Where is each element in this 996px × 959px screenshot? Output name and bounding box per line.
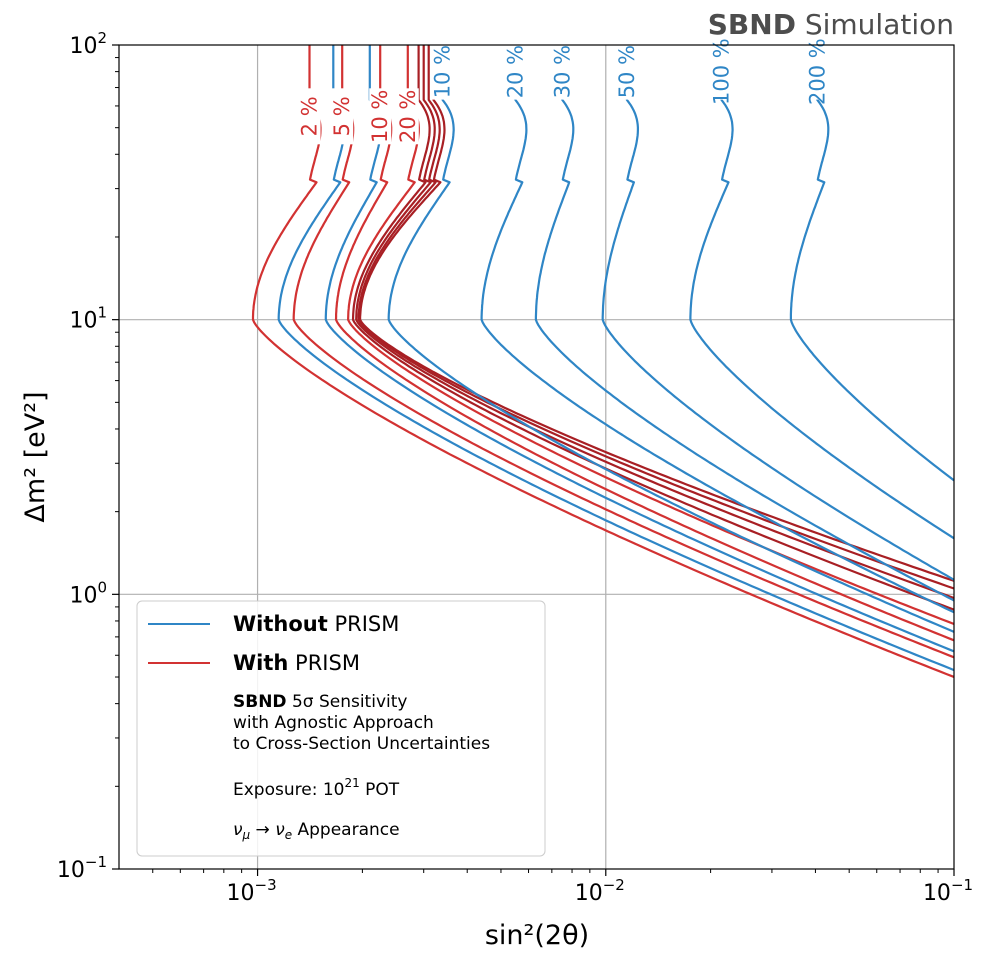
plot-frame (118, 44, 955, 870)
contour-label-gap (710, 43, 733, 100)
contour-line-11 (480, 45, 955, 614)
contour-line-10 (387, 45, 955, 633)
y-tick-label: 102 (69, 29, 107, 59)
legend-appearance: νμ → νe Appearance (233, 820, 400, 842)
contour-labels: 2 % 5 % 10 % 20 %10 % 20 % 30 % 50 % 100 % 200 % (298, 38, 829, 145)
title-rest: Simulation (796, 8, 954, 41)
contour-line-13 (601, 45, 955, 581)
contour-label-5: 20 % (396, 90, 420, 143)
legend-with-bold: With (233, 651, 288, 675)
y-tick-label: 100 (69, 578, 107, 608)
contour-line-8 (357, 45, 955, 590)
y-tick-base: 10 (57, 858, 85, 883)
contour-line-3 (324, 45, 955, 653)
title-bold: SBND (708, 8, 796, 41)
contour-label-gap (431, 43, 454, 100)
legend-without-bold: Without (233, 612, 328, 636)
legend-entry-without: Without PRISM (233, 612, 399, 636)
contour-line-1 (277, 45, 955, 672)
appearance-from-sub: μ (242, 828, 251, 842)
exposure-prefix: Exposure: 10 (233, 780, 344, 800)
y-tick-base: 10 (69, 34, 97, 59)
x-tick-exp: −1 (951, 876, 973, 894)
legend-box (136, 600, 546, 857)
chart-title: SBND Simulation (708, 8, 954, 41)
appearance-from: ν (233, 820, 243, 840)
legend-entry-with: With PRISM (233, 651, 360, 675)
legend-note-bold: SBND (233, 692, 287, 712)
exposure-suffix: POT (360, 780, 400, 800)
y-tick-base: 10 (69, 309, 97, 334)
contour-label-gap (396, 88, 419, 145)
contour-label-10: 10 % (431, 45, 455, 98)
contour-label-2: 5 % (330, 96, 354, 136)
y-axis-label: Δm² [eV²] (20, 391, 51, 522)
contour-line-7 (355, 45, 955, 600)
y-tick-exp: −1 (85, 853, 107, 871)
legend-note-line3: to Cross-Section Uncertainties (233, 734, 490, 754)
contour-line-12 (534, 45, 955, 602)
x-tick-exp: −2 (603, 876, 625, 894)
contour-label-gap (298, 88, 321, 145)
contour-label-11: 20 % (503, 45, 527, 98)
contour-label-13: 50 % (615, 45, 639, 98)
legend-note-line1: SBND 5σ Sensitivity (233, 692, 407, 712)
legend-note-rest: 5σ Sensitivity (287, 692, 408, 712)
contour-label-gap (369, 88, 392, 145)
contour-label-14: 100 % (710, 38, 734, 105)
x-tick-exp: −3 (255, 876, 277, 894)
contour-line-9 (359, 45, 955, 582)
x-tick-base: 10 (227, 881, 255, 906)
contour-label-gap (331, 88, 354, 145)
contour-line-0 (251, 45, 955, 679)
legend-with-rest: PRISM (288, 651, 360, 675)
x-tick-base: 10 (575, 881, 603, 906)
appearance-to: ν (275, 820, 285, 840)
contour-line-6 (351, 45, 955, 611)
legend: Without PRISM With PRISM SBND 5σ Sensiti… (136, 600, 546, 857)
legend-note-line2: with Agnostic Approach (233, 713, 434, 733)
x-tick-label: 10−2 (575, 876, 625, 906)
contour-line-4 (334, 45, 955, 642)
contour-label-gap (551, 43, 574, 100)
y-tick-exp: 1 (97, 304, 107, 322)
contour-label-12: 30 % (550, 45, 574, 98)
contour-line-2 (292, 45, 955, 659)
contour-label-0: 2 % (298, 96, 322, 136)
exposure-exponent: 21 (344, 776, 359, 790)
y-tick-exp: 2 (97, 29, 107, 47)
contour-label-gap (806, 43, 829, 100)
contour-label-gap (615, 43, 638, 100)
appearance-suffix: Appearance (292, 820, 399, 840)
contour-label-15: 200 % (805, 38, 829, 105)
y-tick-label: 10−1 (57, 853, 107, 883)
y-tick-label: 101 (69, 304, 107, 334)
legend-without-rest: PRISM (328, 612, 400, 636)
x-axis-label: sin²(2θ) (485, 920, 589, 951)
appearance-arrow: → (250, 820, 275, 840)
x-tick-label: 10−3 (227, 876, 277, 906)
y-tick-base: 10 (69, 583, 97, 608)
x-tick-base: 10 (923, 881, 951, 906)
contour-line-15 (789, 45, 955, 482)
contour-label-gap (504, 43, 527, 100)
contour-line-14 (689, 45, 955, 540)
contour-label-4: 10 % (368, 90, 392, 143)
contour-curves (251, 45, 955, 679)
appearance-to-sub: e (285, 828, 292, 842)
y-tick-exp: 0 (97, 578, 107, 596)
x-tick-label: 10−1 (923, 876, 973, 906)
legend-exposure: Exposure: 1021 POT (233, 776, 400, 800)
